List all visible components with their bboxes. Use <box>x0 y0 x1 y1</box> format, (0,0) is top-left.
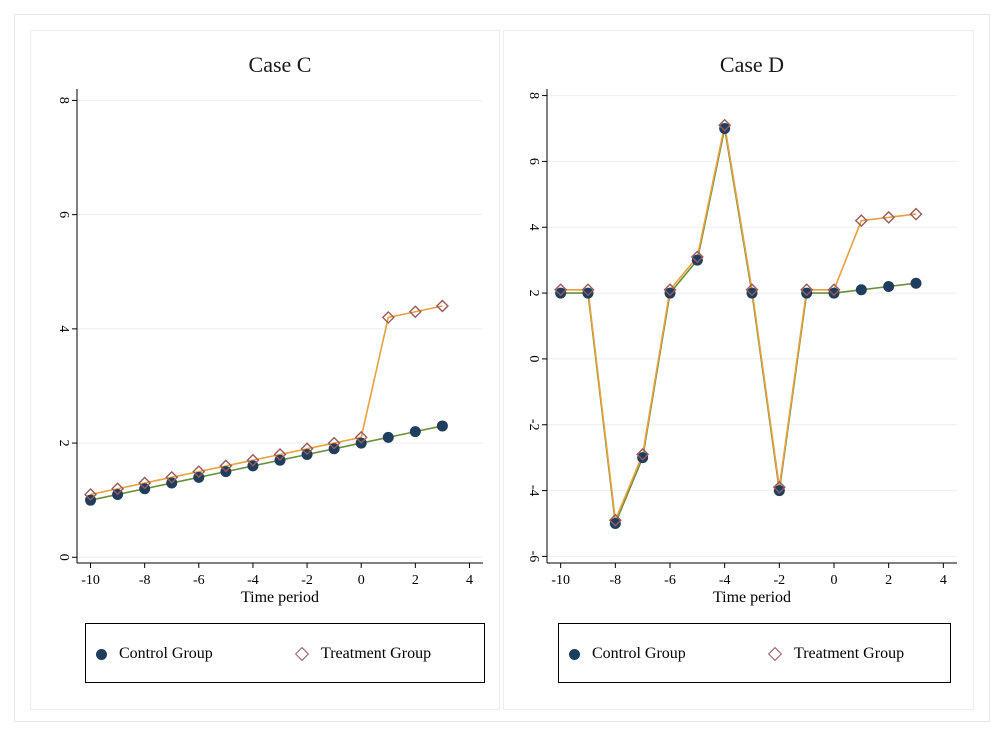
treatment-point <box>909 207 923 221</box>
treatment-point <box>882 210 896 224</box>
control-marker-icon <box>569 648 580 660</box>
treatment-marker-icon <box>767 646 783 662</box>
x-axis-label: Time period <box>713 589 791 606</box>
control-point <box>773 485 785 497</box>
legend-case-d: Control Group Treatment Group <box>558 623 951 683</box>
y-tick-label: 2 <box>56 440 71 447</box>
control-point <box>436 420 448 432</box>
treatment-point <box>745 283 759 297</box>
x-tick-label: -10 <box>81 573 100 588</box>
treatment-point <box>408 305 422 319</box>
treatment-point <box>800 283 814 297</box>
y-tick-label: -4 <box>526 485 541 497</box>
x-tick-label: 0 <box>831 573 838 588</box>
treatment-point <box>554 283 568 297</box>
treatment-point <box>327 436 341 450</box>
x-axis-label: Time period <box>241 589 319 606</box>
x-tick-label: -2 <box>301 573 313 588</box>
treatment-point <box>192 465 206 479</box>
legend-entry-control: Control Group <box>96 624 213 684</box>
y-tick-label: -6 <box>526 551 541 563</box>
treatment-point <box>608 513 622 527</box>
legend-label-control: Control Group <box>119 645 213 662</box>
control-point <box>664 287 676 299</box>
treatment-point <box>435 299 449 313</box>
treatment-point <box>663 283 677 297</box>
control-point <box>637 452 649 464</box>
treatment-point <box>772 480 786 494</box>
treatment-point <box>273 448 287 461</box>
legend-case-c: Control Group Treatment Group <box>85 623 485 683</box>
treatment-series-line <box>90 305 443 496</box>
chart-title: Case C <box>249 52 312 77</box>
treatment-point <box>219 459 233 473</box>
x-tick-label: -6 <box>193 573 205 588</box>
y-tick-label: -2 <box>526 419 541 431</box>
control-point <box>801 287 813 299</box>
x-tick-label: 0 <box>358 573 365 588</box>
x-tick-label: 2 <box>412 573 419 588</box>
treatment-point <box>854 214 868 228</box>
chart-title: Case D <box>720 52 784 77</box>
treatment-point <box>718 118 732 132</box>
control-marker-icon <box>96 648 107 660</box>
treatment-point <box>111 482 125 496</box>
treatment-point <box>84 487 98 501</box>
treatment-point <box>354 430 368 444</box>
control-point <box>382 431 394 443</box>
control-point <box>555 287 567 299</box>
control-point <box>582 287 594 299</box>
chart-case-c: Case C 0 2 4 6 8 -10 -8 -6 -4 -2 0 2 4 Time period <box>56 52 483 606</box>
treatment-point <box>636 447 650 461</box>
treatment-point <box>827 283 841 297</box>
control-point <box>828 287 840 299</box>
legend-label-treatment: Treatment Group <box>321 645 432 662</box>
y-tick-label: 6 <box>56 211 71 218</box>
control-point <box>855 284 867 296</box>
y-tick-label: 8 <box>526 92 541 99</box>
control-point <box>691 254 703 266</box>
control-point <box>746 287 758 299</box>
legend-entry-control: Control Group <box>569 624 686 684</box>
x-tick-label: -4 <box>247 573 259 588</box>
legend-entry-treatment: Treatment Group <box>767 624 905 684</box>
x-tick-label: -8 <box>609 573 621 588</box>
x-tick-label: -10 <box>551 573 570 588</box>
control-point <box>609 518 621 529</box>
y-tick-label: 6 <box>526 158 541 165</box>
treatment-point <box>246 453 260 467</box>
y-tick-label: 4 <box>56 325 71 332</box>
y-tick-label: 4 <box>526 224 541 231</box>
treatment-point <box>165 470 179 484</box>
treatment-point <box>581 283 595 297</box>
x-tick-label: -6 <box>664 573 676 588</box>
legend-entry-treatment: Treatment Group <box>294 624 432 684</box>
x-tick-label: -8 <box>139 573 151 588</box>
treatment-marker-icon <box>294 646 310 662</box>
y-tick-label: 0 <box>56 554 71 561</box>
control-series-line <box>560 128 917 527</box>
control-point <box>883 281 895 292</box>
chart-case-d: Case D -6 -4 -2 0 2 4 6 8 -10 -8 -6 -4 -2 0 2 4 Time peri… <box>526 52 957 606</box>
legend-label-control: Control Group <box>592 645 686 662</box>
chart-panel-case-d: Case D -6 -4 -2 0 2 4 6 8 -10 -8 -6 -4 -2 0 2 4 Time peri… <box>503 30 974 710</box>
legend-label-treatment: Treatment Group <box>794 645 905 662</box>
y-tick-label: 8 <box>56 97 71 104</box>
x-tick-label: 2 <box>885 573 892 588</box>
y-tick-label: 2 <box>526 290 541 297</box>
treatment-point <box>690 250 704 264</box>
treatment-point <box>138 476 152 490</box>
treatment-point <box>381 310 395 324</box>
control-point <box>910 277 922 289</box>
treatment-series-line <box>560 125 917 524</box>
x-tick-label: -2 <box>773 573 785 588</box>
control-point <box>409 426 421 438</box>
x-tick-label: -4 <box>719 573 731 588</box>
chart-panel-case-c: Case C 0 2 4 6 8 -10 -8 -6 -4 -2 0 2 4 Time period Con… <box>30 30 500 710</box>
control-point <box>719 123 731 134</box>
x-tick-label: 4 <box>466 573 473 588</box>
x-tick-label: 4 <box>940 573 947 588</box>
y-tick-label: 0 <box>526 355 541 362</box>
treatment-point <box>300 442 314 456</box>
